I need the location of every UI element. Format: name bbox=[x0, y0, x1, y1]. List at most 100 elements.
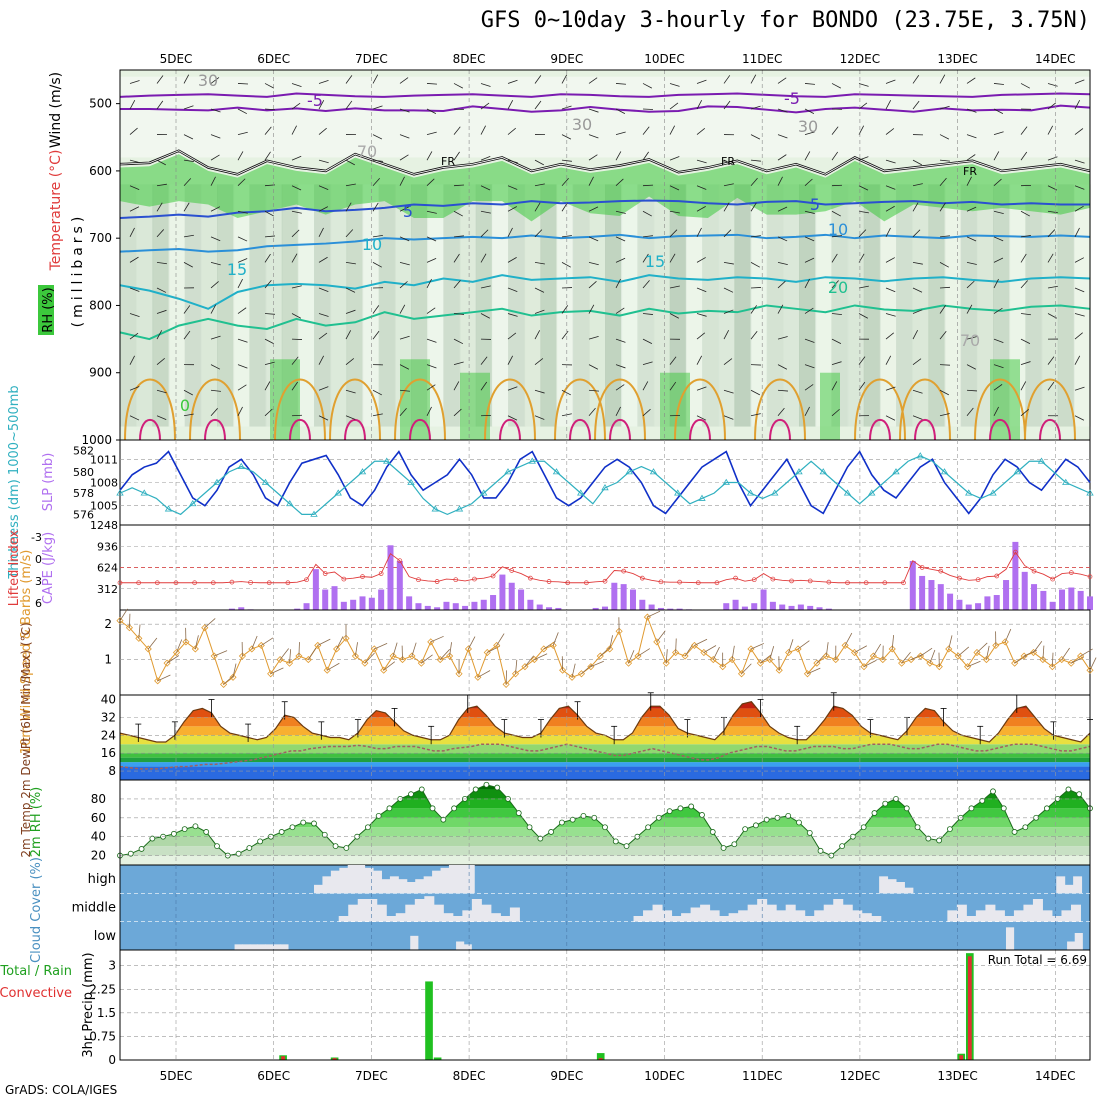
x-tick-label-top: 6DEC bbox=[257, 52, 290, 66]
cape-bar bbox=[359, 596, 366, 610]
cloud-cell-middle bbox=[814, 910, 825, 922]
wind-barb bbox=[750, 134, 761, 140]
cloud-cell-middle bbox=[405, 904, 416, 922]
wind-marker bbox=[945, 645, 953, 653]
precip-total-bar bbox=[425, 981, 433, 1060]
wind-barb bbox=[399, 281, 408, 289]
wind-barb bbox=[642, 361, 653, 366]
thickness-marker bbox=[334, 489, 342, 496]
wind-barb bbox=[507, 332, 517, 340]
wind-marker bbox=[1029, 648, 1038, 657]
temp-band bbox=[120, 753, 1090, 758]
cloud-cell-high bbox=[364, 867, 374, 894]
wind-marker bbox=[220, 680, 228, 688]
rh-band bbox=[734, 184, 752, 427]
cloud-cell-middle bbox=[1070, 904, 1081, 922]
isotherm-fr-inner bbox=[119, 150, 1091, 175]
cloud-cell-middle bbox=[481, 904, 492, 922]
wind-barb-10m bbox=[496, 633, 505, 646]
lifted-marker bbox=[472, 576, 477, 582]
cloud-cell-middle bbox=[709, 910, 720, 922]
wind-barb bbox=[696, 185, 707, 190]
rh-marker bbox=[429, 805, 436, 812]
lifted-marker bbox=[341, 576, 347, 582]
thickness-marker bbox=[916, 452, 924, 459]
cloud-cell-middle bbox=[671, 916, 682, 922]
cloud-cell-high bbox=[398, 879, 408, 894]
cape-bar bbox=[238, 607, 245, 610]
lifted-marker bbox=[751, 577, 757, 583]
wind-barb bbox=[642, 313, 653, 315]
wind-barb bbox=[534, 229, 543, 238]
rh-band bbox=[508, 184, 526, 427]
rh-band bbox=[378, 184, 396, 427]
wind-barb bbox=[129, 159, 140, 164]
wind-barb bbox=[588, 407, 596, 417]
cape-tick: 1248 bbox=[90, 519, 118, 532]
lifted-marker bbox=[639, 575, 645, 581]
cape-bar bbox=[732, 599, 739, 610]
wind-barb-10m bbox=[929, 649, 936, 664]
cape-bar bbox=[629, 589, 636, 610]
wind-barb bbox=[507, 206, 517, 212]
contour-label: FR bbox=[721, 155, 735, 168]
wind-marker bbox=[737, 670, 746, 678]
temp-tick: 24 bbox=[101, 728, 116, 742]
wind-tick: 1 bbox=[104, 653, 112, 667]
cloud-tick: middle bbox=[72, 901, 116, 916]
thickness-marker bbox=[140, 489, 148, 496]
lifted-marker bbox=[248, 580, 253, 585]
cape-label: CAPE (J/kg) bbox=[41, 532, 56, 604]
wind-barb bbox=[129, 256, 139, 263]
wind-barb bbox=[966, 336, 977, 340]
cloud-cell-middle bbox=[1023, 904, 1034, 922]
lifted-marker bbox=[845, 580, 850, 586]
wind-barb bbox=[156, 100, 164, 110]
wind-barb bbox=[507, 227, 513, 238]
wind-barb bbox=[210, 108, 221, 113]
wind-barb bbox=[534, 183, 545, 187]
ua-side-label-wind: Wind (m/s) bbox=[48, 72, 64, 148]
wind-barb bbox=[831, 280, 839, 289]
precip-convective-bar bbox=[281, 1056, 286, 1060]
wind-barb bbox=[210, 134, 221, 139]
contour-label: FR bbox=[963, 165, 977, 178]
rh-marker bbox=[860, 824, 867, 831]
wind-barb bbox=[831, 381, 838, 391]
cape-bar bbox=[601, 606, 609, 610]
rh-marker bbox=[990, 788, 996, 795]
wind-barb-10m bbox=[138, 624, 141, 639]
wind-marker bbox=[389, 652, 397, 660]
wind-barb bbox=[426, 210, 437, 214]
cape-bar bbox=[1003, 580, 1010, 610]
wind-marker bbox=[125, 624, 133, 632]
temp-band bbox=[120, 757, 1090, 763]
wind-barb bbox=[993, 108, 1004, 114]
ua-ytick-label: 700 bbox=[89, 231, 112, 245]
wind-barb bbox=[669, 229, 678, 238]
wind-barb bbox=[1074, 332, 1083, 340]
cape-bar bbox=[807, 605, 814, 610]
wind-marker bbox=[248, 645, 256, 653]
wind-marker bbox=[822, 652, 830, 660]
wind-barb bbox=[426, 236, 437, 242]
thickness-marker bbox=[892, 468, 900, 475]
cloud-cell-high bbox=[381, 879, 391, 894]
wind-barb bbox=[1074, 159, 1085, 164]
lifted-marker bbox=[416, 577, 421, 583]
isotherm-orange bbox=[674, 378, 726, 441]
cloud-cell-middle bbox=[719, 916, 730, 922]
wind-barb bbox=[129, 355, 135, 365]
wind-barb bbox=[858, 83, 869, 87]
cloud-cell-middle bbox=[433, 904, 444, 922]
cloud-cell-middle bbox=[462, 910, 473, 922]
wind-barb bbox=[210, 154, 220, 161]
wind-barb-10m bbox=[147, 637, 158, 650]
cloud-frame bbox=[119, 864, 1091, 951]
x-tick-label-top: 11DEC bbox=[742, 52, 782, 66]
x-tick-label-bottom: 8DEC bbox=[453, 1069, 486, 1083]
rh-band bbox=[799, 184, 817, 427]
rh-marker bbox=[364, 824, 371, 831]
wind-barb bbox=[534, 415, 545, 420]
rh-marker bbox=[386, 805, 393, 812]
